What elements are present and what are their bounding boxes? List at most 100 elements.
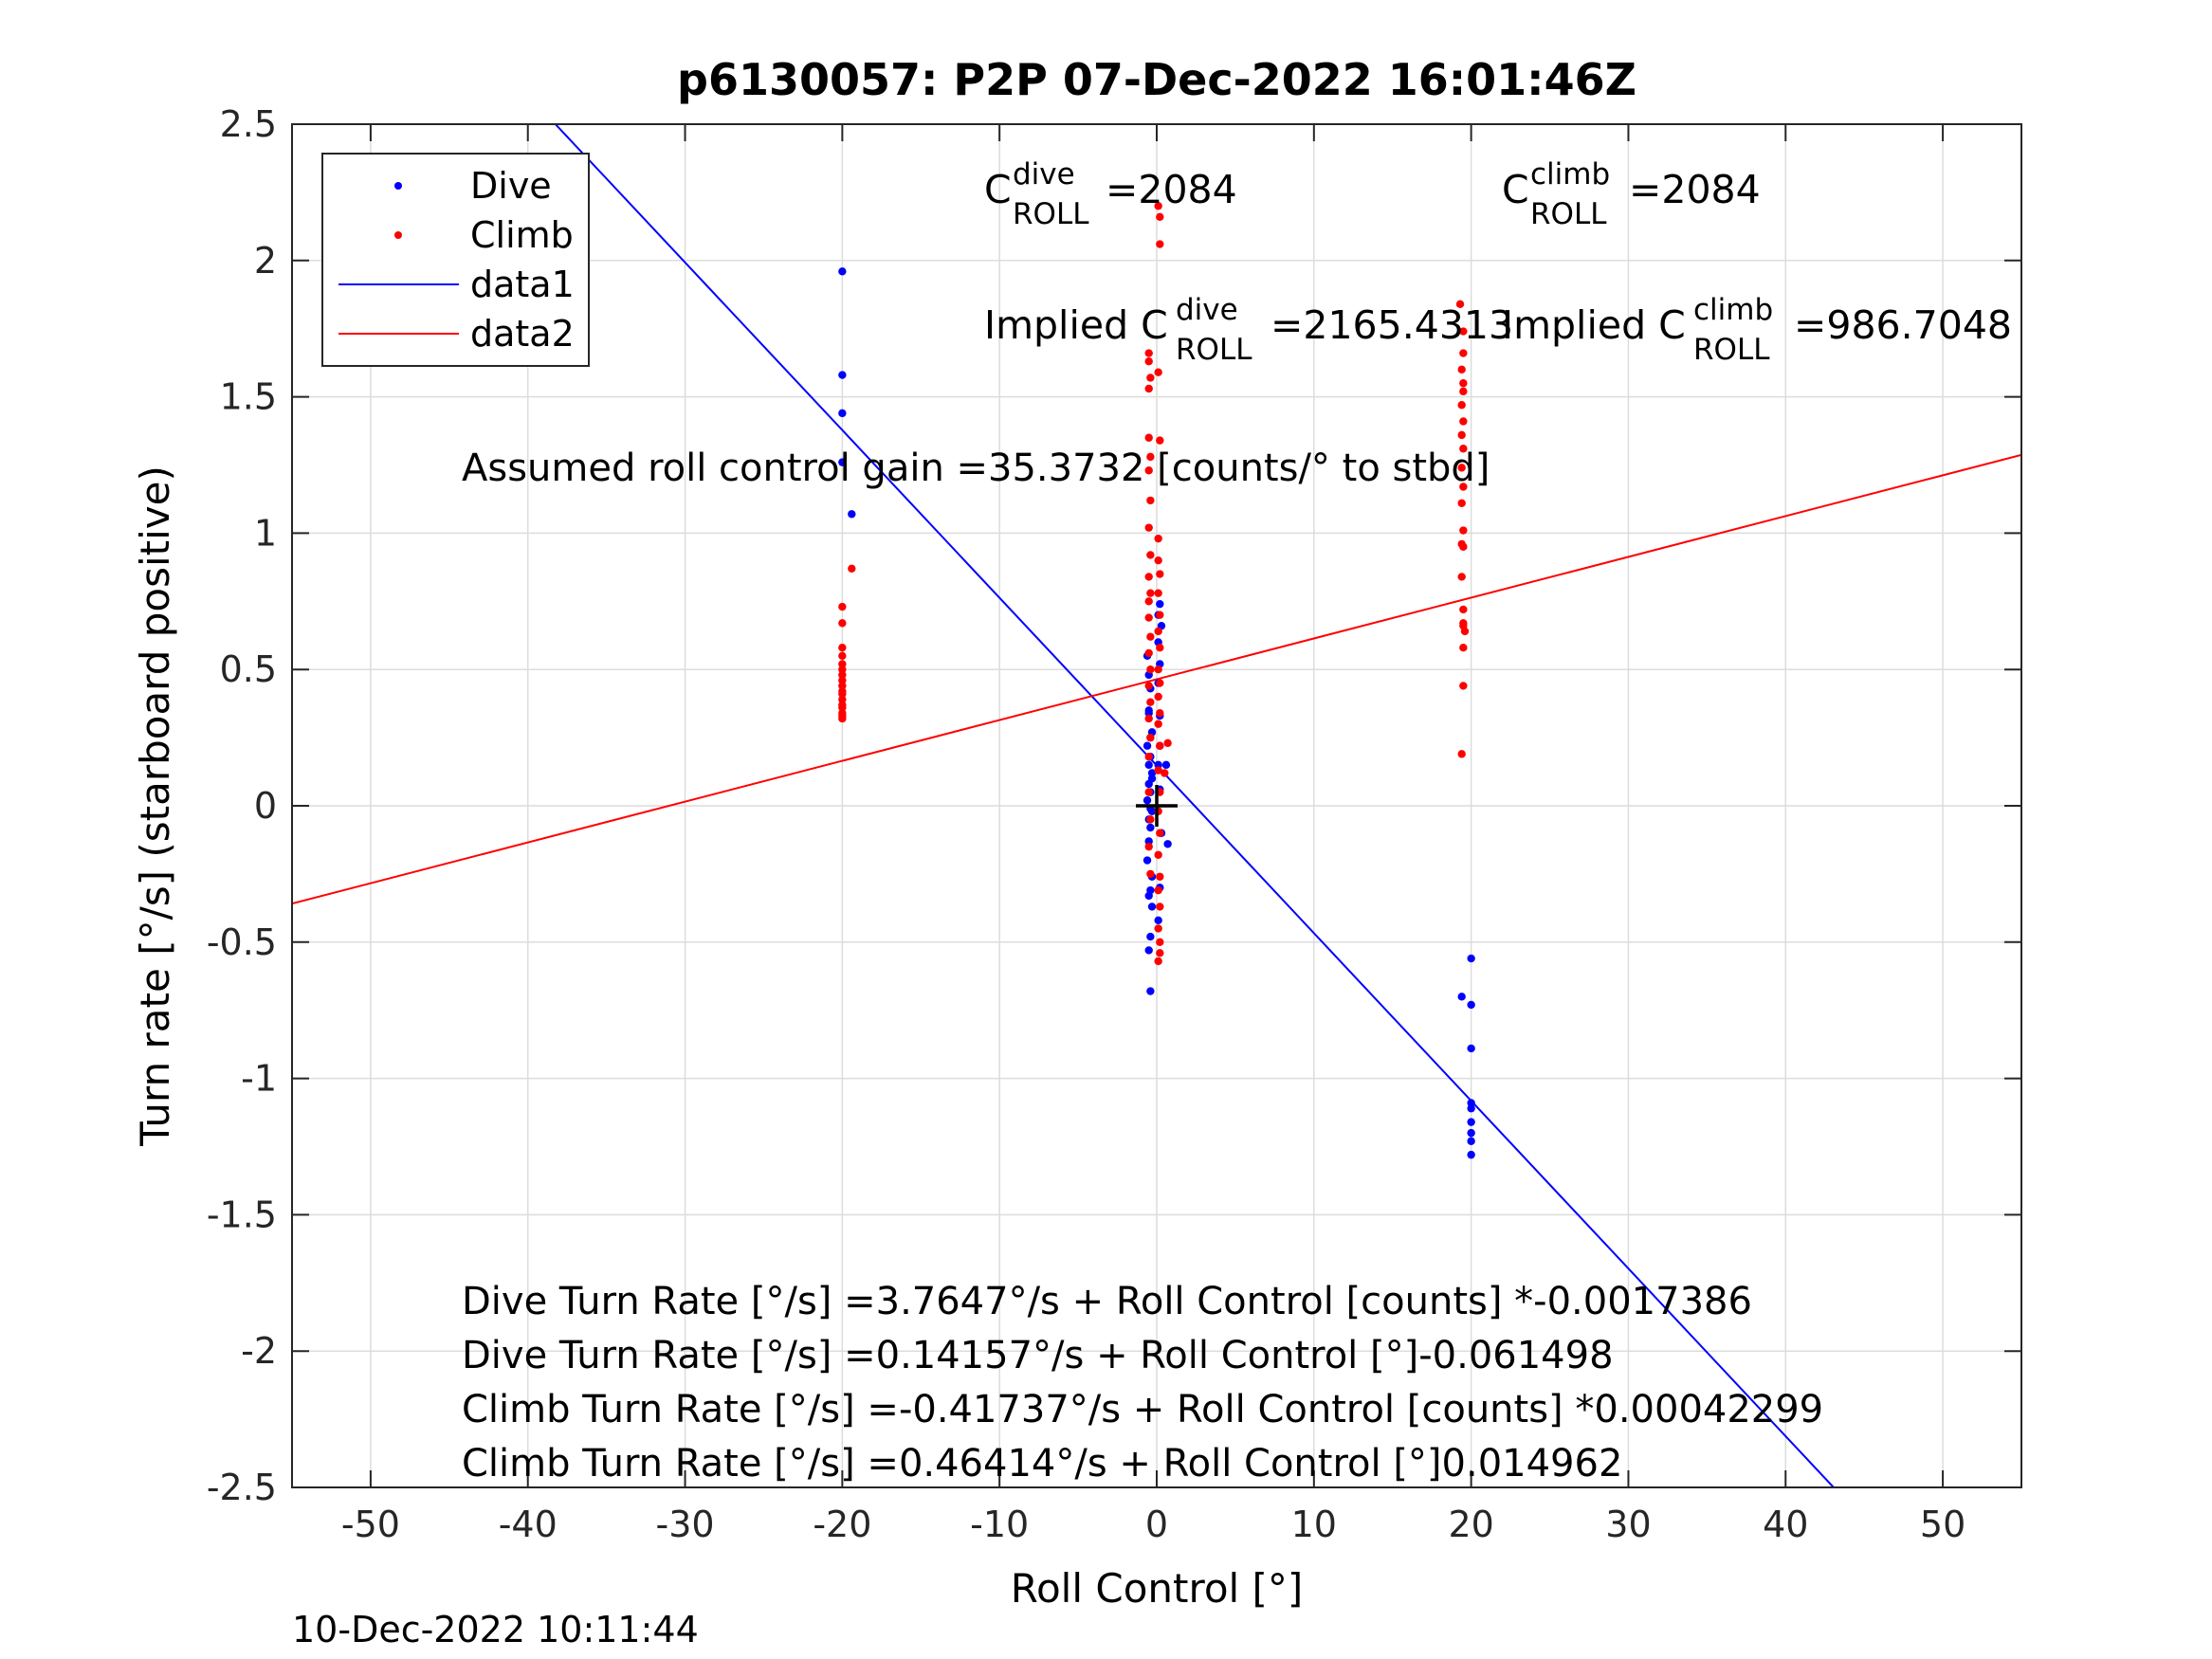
climb-point — [838, 660, 847, 668]
c-dive-base: C — [984, 167, 1012, 212]
x-tick-label: 0 — [1145, 1504, 1168, 1545]
climb-point — [1146, 869, 1155, 879]
timestamp: 10-Dec-2022 10:11:44 — [292, 1609, 699, 1650]
y-tick-label: -2.5 — [207, 1467, 277, 1508]
dive-point — [1467, 1150, 1475, 1159]
climb-point — [1459, 526, 1468, 535]
climb-point — [1154, 534, 1162, 543]
dive-point — [1467, 1128, 1475, 1138]
climb-point — [848, 564, 856, 573]
data-points — [838, 202, 1475, 1159]
climb-point — [1156, 212, 1164, 221]
dive-point — [1144, 891, 1153, 901]
climb-point — [1457, 499, 1466, 507]
y-tick-label: -2 — [241, 1330, 277, 1372]
climb-point — [1144, 573, 1153, 581]
climb-point — [1154, 720, 1162, 728]
fit-line-data2 — [292, 453, 2021, 905]
climb-point — [1144, 788, 1153, 796]
climb-point — [1457, 750, 1466, 758]
climb-point — [1146, 496, 1155, 505]
climb-point — [1459, 417, 1468, 426]
climb-point — [1459, 643, 1468, 652]
equation-dive-degrees: Dive Turn Rate [°/s] =0.14157°/s + Roll … — [462, 1334, 1614, 1377]
y-tick-label: 0.5 — [220, 648, 277, 690]
climb-point — [1144, 682, 1153, 690]
implied-climb-value: =986.7048 — [1794, 302, 2012, 348]
climb-point — [838, 689, 847, 699]
dive-point — [1147, 769, 1157, 777]
climb-point — [1154, 957, 1162, 966]
x-axis-label: Roll Control [°] — [1011, 1565, 1304, 1612]
c-climb-base: C — [1502, 167, 1529, 212]
dive-point — [1467, 1099, 1475, 1107]
climb-point — [1459, 483, 1468, 491]
climb-point — [1154, 202, 1162, 210]
dive-point — [1161, 760, 1171, 770]
climb-point — [1146, 374, 1155, 382]
climb-point — [1156, 902, 1164, 911]
climb-point — [838, 670, 847, 680]
climb-point — [1455, 300, 1465, 309]
climb-point — [1156, 938, 1164, 946]
c-roll-climb-annotation: C climb ROLL =2084 — [1502, 157, 1761, 231]
legend-dive-marker — [394, 182, 402, 190]
dive-point — [1143, 856, 1152, 865]
implied-dive-sub: ROLL — [1176, 333, 1252, 367]
climb-point — [1154, 924, 1162, 933]
dive-point — [838, 267, 847, 276]
dive-point — [1154, 760, 1162, 770]
x-tick-labels: -50 -40 -30 -20 -10 0 10 20 30 40 50 — [341, 1504, 1965, 1545]
climb-point — [1459, 682, 1468, 690]
c-roll-dive-annotation: C dive ROLL =2084 — [984, 157, 1237, 231]
dive-point — [1163, 840, 1172, 848]
dive-point — [848, 510, 856, 519]
climb-point — [1161, 769, 1169, 777]
implied-dive-prefix: Implied C — [984, 302, 1168, 348]
x-tick-label: 40 — [1763, 1504, 1808, 1545]
y-tick-labels: -2.5 -2 -1.5 -1 -0.5 0 0.5 1 1.5 2 2.5 — [207, 103, 277, 1508]
x-tick-label: 30 — [1605, 1504, 1651, 1545]
legend-box — [321, 153, 590, 367]
climb-point — [1460, 627, 1470, 636]
climb-point — [1156, 643, 1164, 652]
climb-point — [1146, 589, 1155, 597]
climb-point — [1156, 741, 1164, 750]
climb-point — [1154, 368, 1162, 376]
climb-point — [1457, 573, 1466, 581]
y-tick-label: -1.5 — [207, 1194, 277, 1235]
climb-point — [1144, 357, 1153, 366]
climb-point — [838, 651, 847, 661]
climb-point — [1459, 387, 1468, 396]
implied-dive-sup: dive — [1176, 293, 1238, 327]
climb-point — [1156, 949, 1164, 957]
climb-point — [838, 602, 847, 611]
climb-point — [1146, 733, 1155, 742]
legend-climb-marker — [394, 231, 402, 239]
climb-point — [838, 676, 847, 684]
climb-point — [1459, 445, 1468, 453]
dive-point — [1467, 1118, 1475, 1126]
dive-point — [838, 458, 847, 466]
climb-point — [1144, 384, 1153, 393]
climb-point — [1146, 551, 1155, 559]
climb-point — [1154, 692, 1162, 702]
climb-point — [838, 695, 847, 704]
climb-point — [1144, 714, 1153, 723]
dive-point — [838, 409, 847, 418]
equation-climb-counts: Climb Turn Rate [°/s] =-0.41737°/s + Rol… — [462, 1388, 1823, 1431]
climb-point — [1156, 240, 1164, 248]
origin-cross-marker — [1136, 785, 1178, 827]
climb-point — [1144, 648, 1153, 658]
climb-point — [1457, 365, 1466, 374]
climb-point — [1457, 430, 1466, 440]
y-tick-label: 1 — [254, 512, 277, 554]
dive-point — [1457, 993, 1466, 1001]
climb-point — [1459, 619, 1468, 628]
y-axis-label: Turn rate [°/s] (starboard positive) — [132, 465, 178, 1147]
legend: Dive Climb data1 data2 — [321, 153, 590, 367]
c-dive-value: =2084 — [1106, 167, 1237, 212]
implied-climb-prefix: Implied C — [1502, 302, 1686, 348]
climb-point — [1457, 401, 1466, 410]
climb-point — [1156, 436, 1164, 445]
